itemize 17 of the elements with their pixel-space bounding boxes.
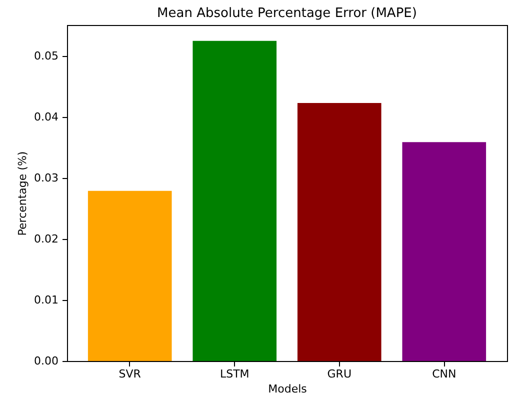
x-tick-label: GRU [327,368,352,380]
y-tick-label: 0.04 [34,110,58,124]
y-tick-label: 0.02 [34,232,58,246]
y-tick-label: 0.05 [34,50,58,63]
chart-title: Mean Absolute Percentage Error (MAPE) [157,6,417,21]
y-tick-label: 0.03 [34,172,58,185]
y-tick-label: 0.01 [34,294,58,307]
x-tick-label: LSTM [220,368,250,380]
x-tick-label: CNN [432,368,456,380]
y-tick-label: 0.00 [34,354,58,368]
y-axis-title: Percentage (%) [16,151,30,236]
bar [88,190,172,361]
x-tick-label: SVR [118,368,142,380]
bar [192,40,277,361]
bar [297,103,382,361]
x-axis-title: Models [268,382,308,396]
bar [402,142,486,361]
